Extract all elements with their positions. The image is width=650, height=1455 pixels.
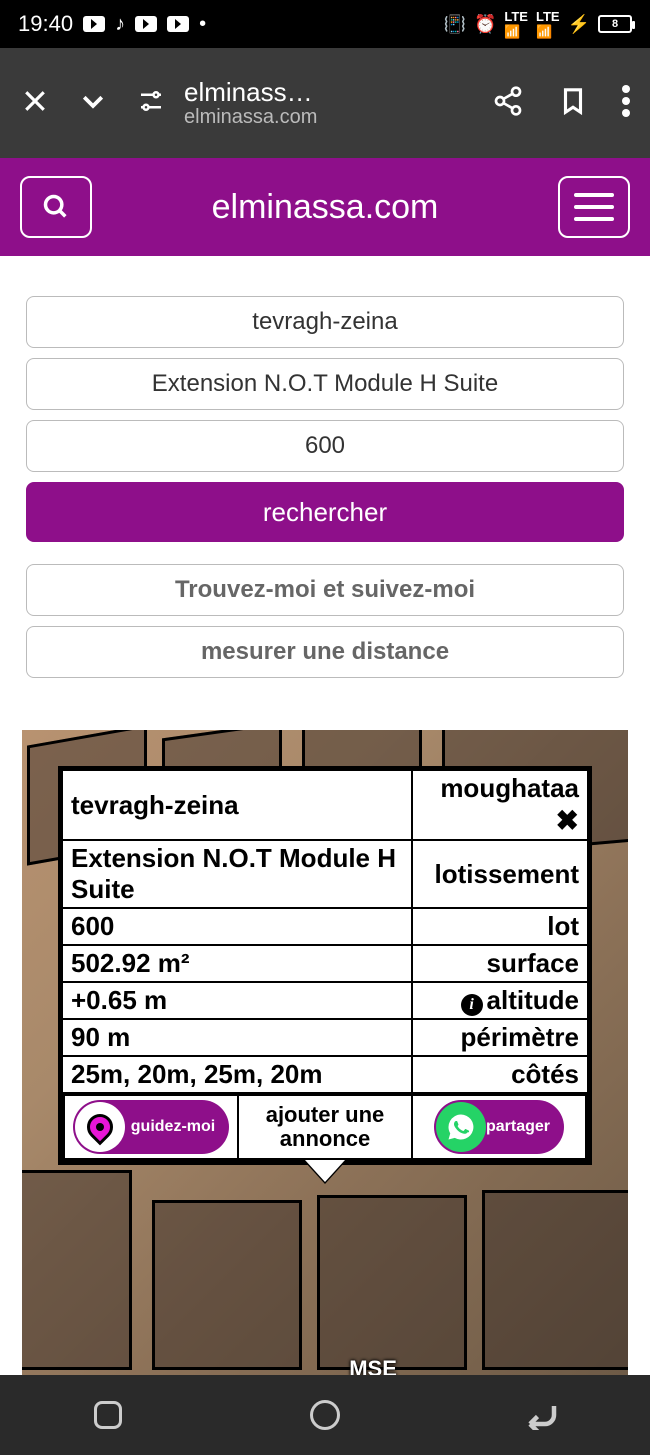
popup-value: 502.92 m² xyxy=(62,945,412,982)
search-button[interactable] xyxy=(20,176,92,238)
charging-icon: ⚡ xyxy=(568,14,590,35)
guide-button[interactable]: guidez-moi xyxy=(73,1100,229,1154)
whatsapp-icon xyxy=(436,1102,486,1152)
search-submit-button[interactable]: rechercher xyxy=(26,482,624,542)
popup-value: 600 xyxy=(62,908,412,945)
alarm-icon: ⏰ xyxy=(474,14,496,35)
more-notifications-icon: • xyxy=(199,13,206,36)
popup-label: moughataa✖ xyxy=(412,770,588,840)
popup-label: périmètre xyxy=(412,1019,588,1056)
share-icon[interactable] xyxy=(492,85,524,122)
share-button[interactable]: partager xyxy=(434,1100,564,1154)
lotissement-field[interactable]: Extension N.O.T Module H Suite xyxy=(26,358,624,410)
popup-value: +0.65 m xyxy=(62,982,412,1019)
close-icon[interactable] xyxy=(20,86,50,121)
status-right: 📳 ⏰ LTE📶 LTE📶 ⚡ 8 xyxy=(444,9,632,40)
more-icon[interactable] xyxy=(622,85,630,122)
page-title: elminass… xyxy=(184,78,317,107)
url-block[interactable]: elminass… elminassa.com xyxy=(136,78,464,129)
pin-icon xyxy=(75,1102,125,1152)
signal-lte-icon: LTE📶 xyxy=(504,9,528,40)
menu-button[interactable] xyxy=(558,176,630,238)
popup-pointer xyxy=(305,1160,345,1182)
tiktok-icon: ♪ xyxy=(115,13,125,36)
popup-value: Extension N.O.T Module H Suite xyxy=(62,840,412,908)
info-icon[interactable]: i xyxy=(461,994,483,1016)
map[interactable]: tevragh-zeina moughataa✖ Extension N.O.T… xyxy=(22,730,628,1390)
back-button[interactable] xyxy=(522,1395,562,1435)
battery-icon: 8 xyxy=(598,15,632,33)
popup-label: surface xyxy=(412,945,588,982)
commune-field[interactable]: tevragh-zeina xyxy=(26,296,624,348)
measure-button[interactable]: mesurer une distance xyxy=(26,626,624,678)
home-button[interactable] xyxy=(305,1395,345,1435)
status-left: 19:40 ♪ • xyxy=(18,11,206,37)
popup-label: ialtitude xyxy=(412,982,588,1019)
popup-label: côtés xyxy=(412,1056,588,1093)
search-form: tevragh-zeina Extension N.O.T Module H S… xyxy=(0,256,650,708)
android-nav-bar xyxy=(0,1375,650,1455)
lot-field[interactable]: 600 xyxy=(26,420,624,472)
info-popup: tevragh-zeina moughataa✖ Extension N.O.T… xyxy=(58,766,592,1165)
youtube-icon xyxy=(135,16,157,32)
popup-value: 90 m xyxy=(62,1019,412,1056)
page-subtitle: elminassa.com xyxy=(184,106,317,128)
youtube-icon xyxy=(83,16,105,32)
close-popup-icon[interactable]: ✖ xyxy=(556,804,579,837)
locate-button[interactable]: Trouvez-moi et suivez-moi xyxy=(26,564,624,616)
tune-icon[interactable] xyxy=(136,86,166,121)
app-title: elminassa.com xyxy=(212,188,439,227)
app-header: elminassa.com xyxy=(0,158,650,256)
android-status-bar: 19:40 ♪ • 📳 ⏰ LTE📶 LTE📶 ⚡ 8 xyxy=(0,0,650,48)
youtube-icon xyxy=(167,16,189,32)
add-listing-button[interactable]: ajouter une annonce xyxy=(243,1103,407,1151)
popup-value: tevragh-zeina xyxy=(62,770,412,840)
signal-lte-icon: LTE📶 xyxy=(536,9,560,40)
popup-label: lotissement xyxy=(412,840,588,908)
clock: 19:40 xyxy=(18,11,73,37)
popup-value: 25m, 20m, 25m, 20m xyxy=(62,1056,412,1093)
chevron-down-icon[interactable] xyxy=(78,86,108,121)
recent-apps-button[interactable] xyxy=(88,1395,128,1435)
popup-label: lot xyxy=(412,908,588,945)
browser-toolbar: elminass… elminassa.com xyxy=(0,48,650,158)
vibrate-icon: 📳 xyxy=(444,14,466,35)
bookmark-icon[interactable] xyxy=(558,84,588,123)
